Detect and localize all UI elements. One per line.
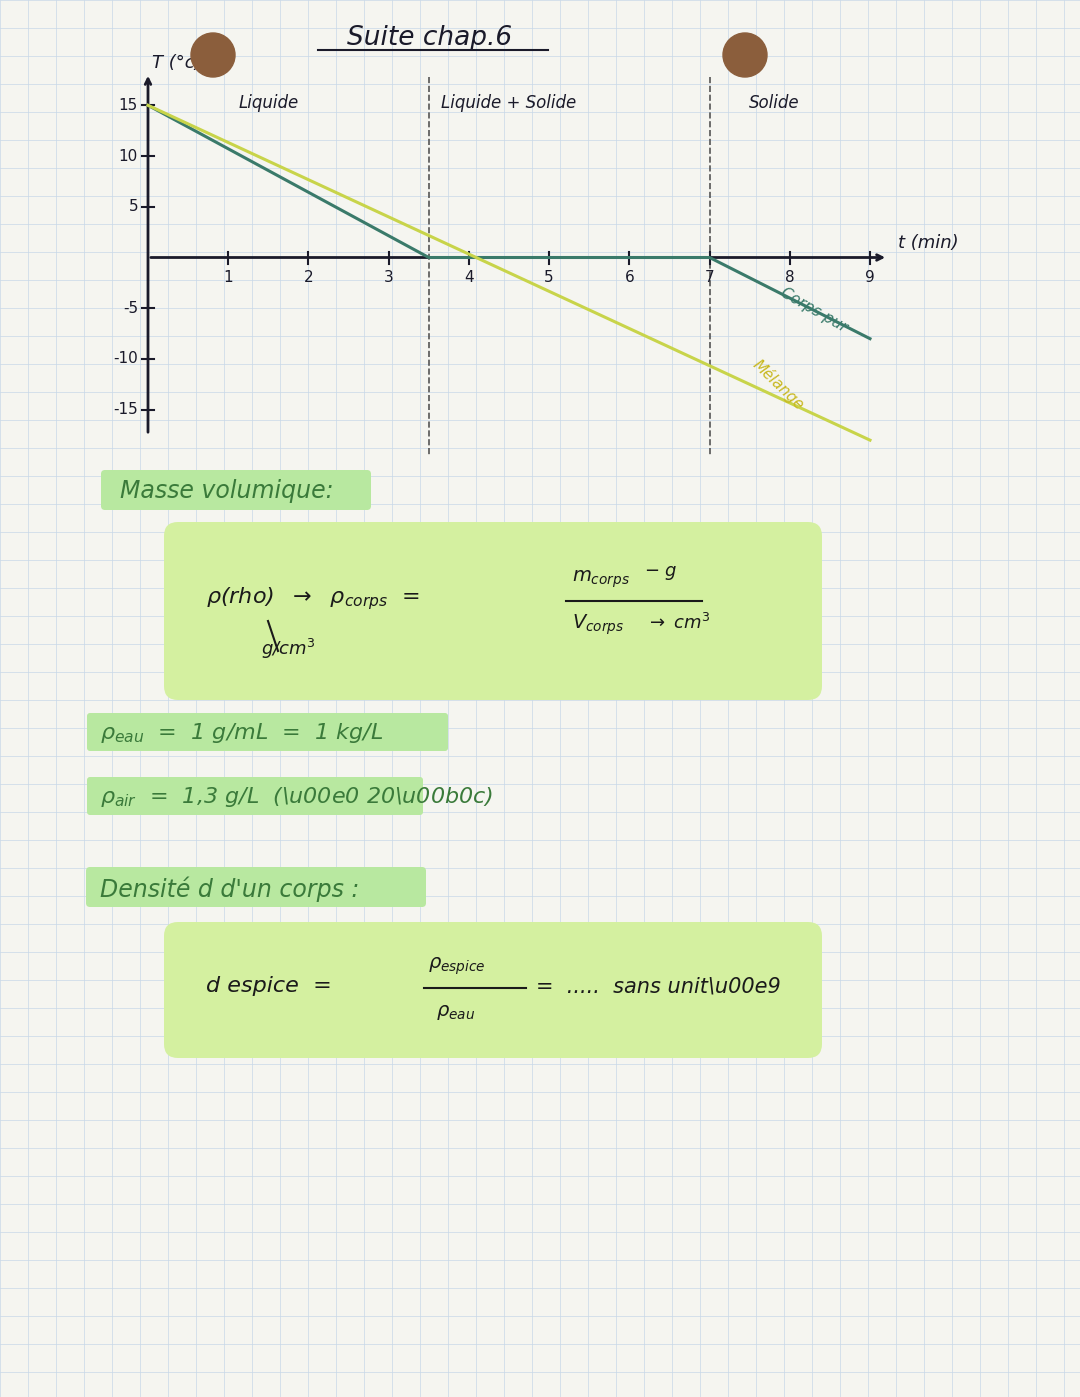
Text: $\rho_{espice}$: $\rho_{espice}$ bbox=[428, 956, 486, 977]
Text: 15: 15 bbox=[119, 98, 138, 113]
Text: Mélange: Mélange bbox=[750, 356, 808, 412]
Text: $\rightarrow$ cm$^3$: $\rightarrow$ cm$^3$ bbox=[646, 613, 711, 633]
Text: Liquide: Liquide bbox=[239, 94, 298, 112]
Text: t (min): t (min) bbox=[897, 235, 959, 253]
Text: 5: 5 bbox=[129, 200, 138, 214]
Text: $\rho_{eau}$: $\rho_{eau}$ bbox=[436, 1003, 475, 1021]
Circle shape bbox=[191, 34, 235, 77]
Text: Densité d d'un corps :: Densité d d'un corps : bbox=[100, 876, 360, 901]
Text: =  .....  sans unit\u00e9: = ..... sans unit\u00e9 bbox=[536, 977, 781, 996]
Text: Corps pur: Corps pur bbox=[778, 285, 850, 335]
FancyBboxPatch shape bbox=[164, 522, 822, 700]
Text: 4: 4 bbox=[464, 270, 474, 285]
Text: 2: 2 bbox=[303, 270, 313, 285]
FancyBboxPatch shape bbox=[86, 868, 426, 907]
Text: $V_{corps}$: $V_{corps}$ bbox=[572, 613, 624, 637]
FancyBboxPatch shape bbox=[164, 922, 822, 1058]
Text: $\rho$(rho)  $\rightarrow$  $\rho_{corps}$  =: $\rho$(rho) $\rightarrow$ $\rho_{corps}$… bbox=[206, 585, 420, 612]
Text: $\rho_{eau}$  =  1 g/mL  =  1 kg/L: $\rho_{eau}$ = 1 g/mL = 1 kg/L bbox=[100, 721, 383, 745]
FancyBboxPatch shape bbox=[102, 469, 372, 510]
Text: 9: 9 bbox=[865, 270, 875, 285]
Text: d espice  =: d espice = bbox=[206, 977, 332, 996]
Text: Masse volumique:: Masse volumique: bbox=[120, 479, 334, 503]
Text: Solide: Solide bbox=[748, 94, 799, 112]
Text: -15: -15 bbox=[113, 402, 138, 418]
Text: 6: 6 bbox=[624, 270, 634, 285]
Text: -5: -5 bbox=[123, 300, 138, 316]
Text: g/cm$^3$: g/cm$^3$ bbox=[261, 637, 315, 661]
Circle shape bbox=[723, 34, 767, 77]
Text: -10: -10 bbox=[113, 352, 138, 366]
Text: 1: 1 bbox=[224, 270, 233, 285]
Text: 5: 5 bbox=[544, 270, 554, 285]
Text: 7: 7 bbox=[705, 270, 714, 285]
Text: Suite chap.6: Suite chap.6 bbox=[348, 25, 513, 52]
Text: 3: 3 bbox=[383, 270, 393, 285]
Text: Liquide + Solide: Liquide + Solide bbox=[442, 94, 577, 112]
Text: $\rho_{air}$  =  1,3 g/L  (\u00e0 20\u00b0c): $\rho_{air}$ = 1,3 g/L (\u00e0 20\u00b0c… bbox=[100, 785, 494, 809]
Text: 8: 8 bbox=[785, 270, 795, 285]
Text: $-$ g: $-$ g bbox=[644, 564, 677, 583]
Text: $m_{corps}$: $m_{corps}$ bbox=[572, 569, 630, 590]
Text: T (°c): T (°c) bbox=[152, 54, 202, 73]
FancyBboxPatch shape bbox=[87, 777, 423, 814]
Text: 10: 10 bbox=[119, 148, 138, 163]
FancyBboxPatch shape bbox=[87, 712, 448, 752]
